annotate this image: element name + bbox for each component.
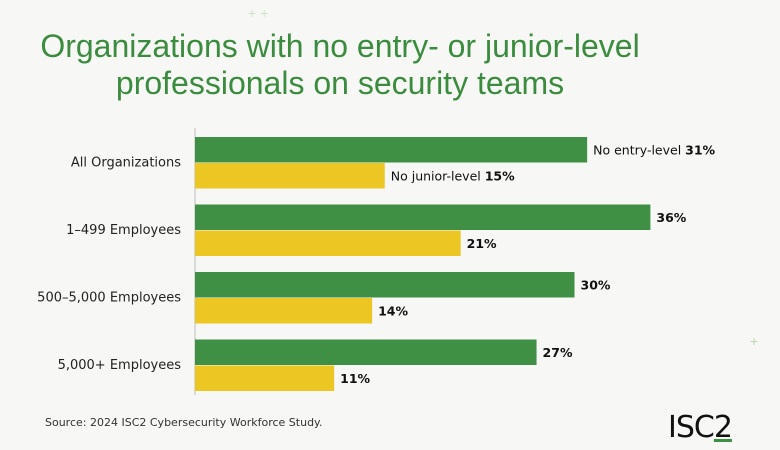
value-label: 14% [378, 303, 408, 318]
data-label: 21% [467, 236, 497, 251]
category-label: 5,000+ Employees [58, 358, 182, 373]
value-label: 11% [340, 371, 370, 386]
bar-no-junior-level [195, 365, 335, 391]
value-label: 27% [543, 345, 573, 360]
title-line-2: professionals on security teams [115, 65, 565, 101]
bar-no-junior-level [195, 230, 461, 256]
data-label: 30% [581, 277, 611, 292]
chart-title: Organizations with no entry- or junior-l… [0, 28, 730, 102]
bar-no-entry-level [195, 204, 651, 230]
isc2-logo: ISC2 [668, 410, 733, 445]
category-label: 1–499 Employees [66, 223, 181, 238]
value-label: 36% [656, 210, 686, 225]
series-name-label: No entry-level [593, 142, 685, 157]
source-note: Source: 2024 ISC2 Cybersecurity Workforc… [45, 416, 323, 429]
data-label: 11% [340, 371, 370, 386]
value-label: 30% [581, 277, 611, 292]
plus-decoration-icon: + [750, 333, 759, 349]
series-name-label: No junior-level [391, 168, 485, 183]
data-label: 14% [378, 303, 408, 318]
data-label: 27% [543, 345, 573, 360]
bar-no-entry-level [195, 272, 575, 298]
data-label: No entry-level 31% [593, 142, 715, 157]
data-label: 36% [656, 210, 686, 225]
value-label: 21% [467, 236, 497, 251]
bar-no-entry-level [195, 137, 588, 163]
bar-no-junior-level [195, 298, 373, 324]
category-label: 500–5,000 Employees [37, 291, 181, 306]
value-label: 31% [685, 142, 715, 157]
bar-no-entry-level [195, 339, 537, 365]
data-label: No junior-level 15% [391, 168, 515, 183]
plus-decoration-icon: + + [248, 5, 269, 21]
value-label: 15% [485, 168, 515, 183]
category-label: All Organizations [71, 156, 181, 171]
bar-no-junior-level [195, 163, 385, 189]
title-line-1: Organizations with no entry- or junior-l… [40, 28, 640, 64]
